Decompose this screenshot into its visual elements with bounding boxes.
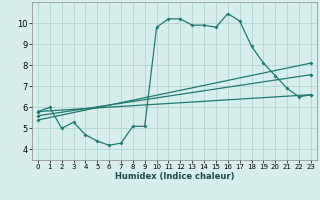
X-axis label: Humidex (Indice chaleur): Humidex (Indice chaleur) [115,172,234,181]
